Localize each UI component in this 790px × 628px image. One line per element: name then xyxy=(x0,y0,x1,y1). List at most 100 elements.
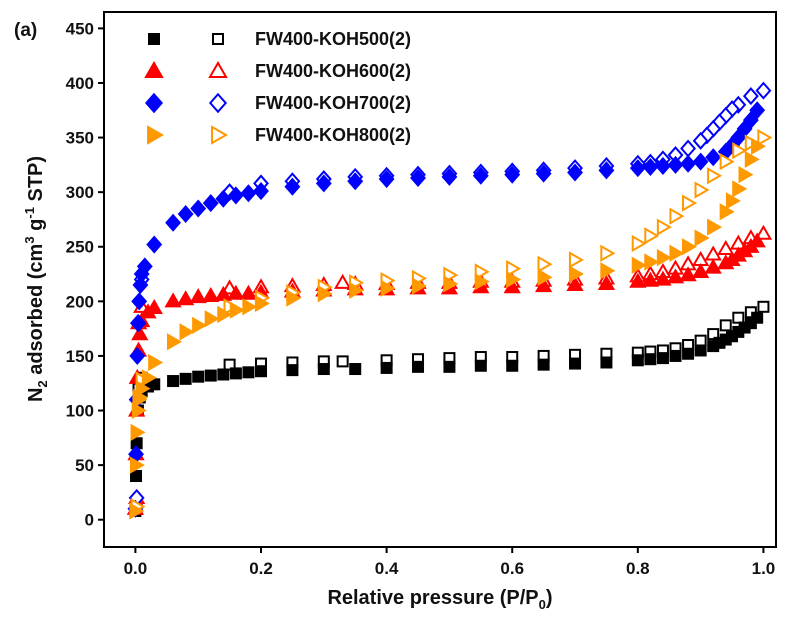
adsorption-point xyxy=(141,369,157,387)
adsorption-point xyxy=(349,281,365,300)
adsorption-point xyxy=(598,161,615,180)
adsorption-point xyxy=(535,164,552,183)
adsorption-point xyxy=(129,502,145,520)
adsorption-point xyxy=(694,344,707,357)
x-tick-label: 0.0 xyxy=(124,559,148,578)
adsorption-point xyxy=(131,401,147,420)
adsorption-point xyxy=(441,167,458,186)
adsorption-point xyxy=(629,159,646,178)
adsorption-point xyxy=(130,423,146,441)
adsorption-point xyxy=(472,166,489,185)
adsorption-point xyxy=(192,370,205,383)
adsorption-point xyxy=(315,174,332,193)
x-axis-title: Relative pressure (P/P0) xyxy=(327,587,552,612)
desorption-point xyxy=(755,81,772,100)
adsorption-point xyxy=(569,357,582,370)
adsorption-point xyxy=(227,186,244,205)
desorption-point xyxy=(757,300,770,313)
adsorption-point xyxy=(506,270,522,289)
adsorption-point xyxy=(286,289,302,307)
panel-label: (a) xyxy=(14,20,37,41)
legend-marker-filled xyxy=(147,125,165,145)
series-group xyxy=(127,81,772,518)
adsorption-point xyxy=(380,279,396,297)
adsorption-point xyxy=(537,268,553,286)
y-tick-label: 100 xyxy=(66,402,94,421)
axis-ticks: 0.0 0.2 0.4 0.6 0.8 1.0 0 50 100 150 200 250 300 350 4… xyxy=(66,19,776,578)
adsorption-point xyxy=(192,316,208,334)
adsorption-point xyxy=(738,166,754,184)
adsorption-point xyxy=(707,218,723,236)
desorption-point xyxy=(568,251,584,269)
adsorption-point xyxy=(679,266,697,282)
x-tick-label: 0.6 xyxy=(500,559,524,578)
desorption-point xyxy=(719,152,735,171)
desorption-point xyxy=(694,334,707,347)
y-tick-label: 300 xyxy=(66,183,94,202)
desorption-point xyxy=(600,244,616,262)
adsorption-point xyxy=(600,356,613,369)
adsorption-point xyxy=(749,101,766,120)
adsorption-point xyxy=(474,359,487,372)
adsorption-point xyxy=(217,368,230,381)
adsorption-point xyxy=(242,298,258,316)
adsorption-point xyxy=(349,363,362,376)
adsorption-point xyxy=(744,150,760,169)
adsorption-point xyxy=(227,284,245,300)
desorption-point xyxy=(334,273,352,289)
adsorption-point xyxy=(129,346,146,365)
series-group xyxy=(129,128,773,520)
adsorption-point xyxy=(131,292,148,311)
x-tick-label: 0.2 xyxy=(249,559,273,578)
desorption-point xyxy=(474,263,490,281)
adsorption-point xyxy=(751,137,767,155)
y-tick-label: 250 xyxy=(66,238,94,257)
adsorption-point xyxy=(694,229,710,247)
desorption-point xyxy=(537,255,553,273)
adsorption-point xyxy=(751,311,764,324)
y-axis-title: N2 adsorbed (cm3 g-1 STP) xyxy=(22,156,50,402)
adsorption-point xyxy=(705,148,722,167)
adsorption-point xyxy=(534,277,553,293)
desorption-point xyxy=(336,355,349,368)
adsorption-point xyxy=(669,349,682,362)
y-tick-label: 350 xyxy=(66,129,94,148)
adsorption-point xyxy=(204,369,217,382)
desorption-point xyxy=(669,207,685,225)
adsorption-point xyxy=(641,271,660,287)
adsorption-point xyxy=(347,172,364,191)
adsorption-point xyxy=(631,354,644,367)
adsorption-point xyxy=(748,232,766,248)
x-axis-title-subscript: 0 xyxy=(539,597,546,612)
desorption-point xyxy=(681,194,697,212)
adsorption-point xyxy=(669,244,685,262)
legend-marker-open xyxy=(212,33,224,45)
adsorption-point xyxy=(644,253,660,271)
adsorption-point xyxy=(146,235,163,254)
desorption-point xyxy=(680,139,697,158)
adsorption-point xyxy=(179,323,195,341)
adsorption-point xyxy=(667,155,684,174)
adsorption-point xyxy=(567,163,583,182)
adsorption-point xyxy=(692,262,710,278)
adsorption-point xyxy=(656,352,669,365)
x-tick-label: 0.4 xyxy=(375,559,399,578)
adsorption-point xyxy=(680,154,697,173)
adsorption-point xyxy=(284,177,301,196)
adsorption-point xyxy=(148,353,164,372)
adsorption-point xyxy=(656,249,672,267)
adsorption-point xyxy=(443,360,456,373)
legend: FW400-KOH500(2) FW400-KOH600(2) FW400-KOH7… xyxy=(144,29,411,145)
adsorption-point xyxy=(148,378,161,391)
desorption-point xyxy=(707,328,720,341)
legend-label: FW400-KOH700(2) xyxy=(255,93,411,113)
desorption-point xyxy=(757,128,773,147)
adsorption-point xyxy=(317,285,333,303)
adsorption-point xyxy=(378,170,395,189)
adsorption-point xyxy=(412,360,425,373)
adsorption-point xyxy=(504,165,521,184)
adsorption-point xyxy=(164,292,182,308)
adsorption-point xyxy=(506,359,519,372)
adsorption-point xyxy=(410,168,426,187)
adsorption-point xyxy=(255,365,268,378)
